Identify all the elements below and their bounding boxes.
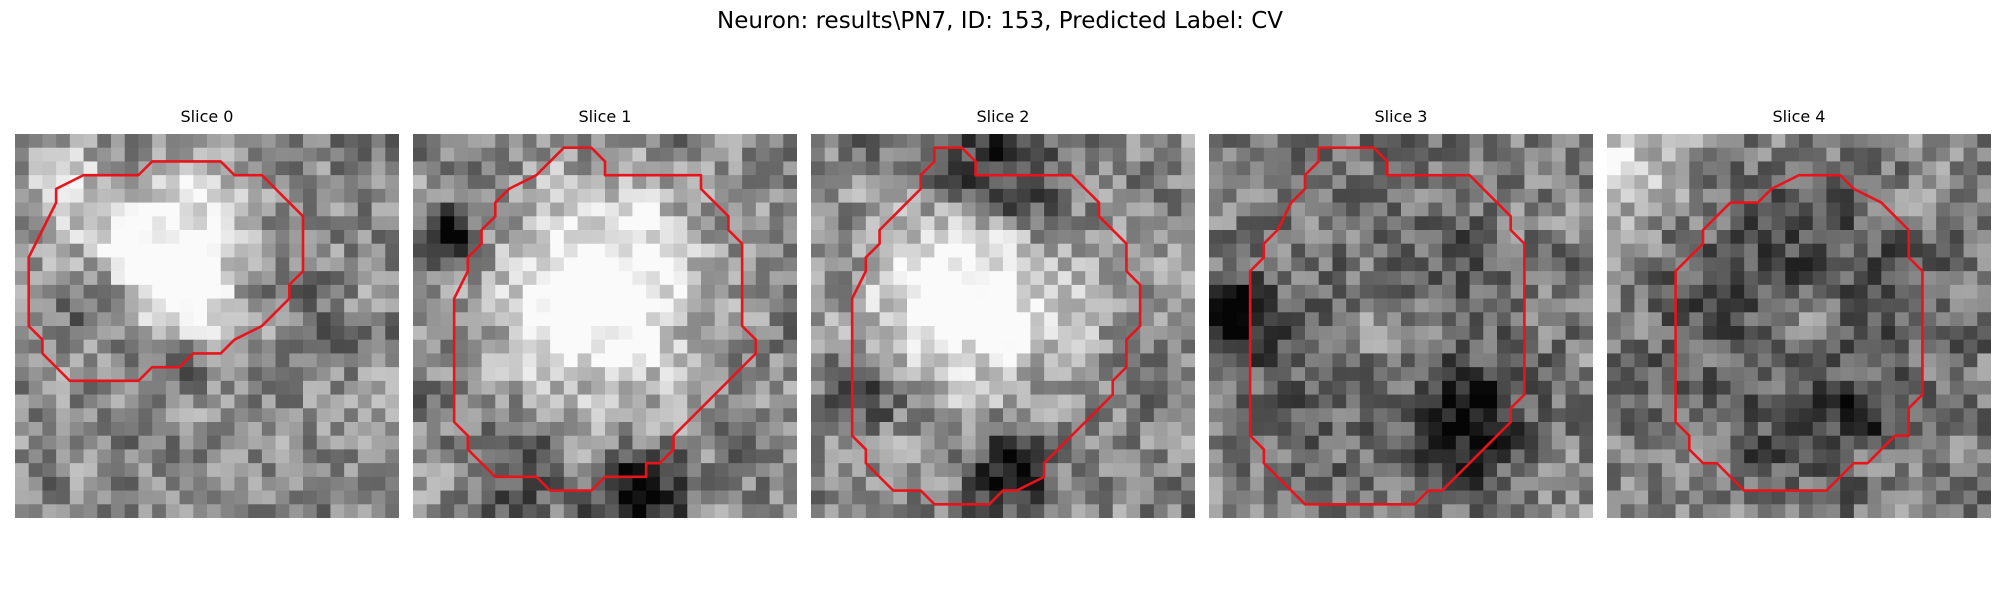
slice-panel-3: Slice 3 (1209, 106, 1593, 518)
slice-image-4 (1607, 134, 1991, 518)
pixel-grid (413, 134, 797, 518)
cell-contour (27, 160, 305, 383)
slice-image-3 (1209, 134, 1593, 518)
cell-contour (1248, 146, 1526, 506)
slice-panel-1: Slice 1 (413, 106, 797, 518)
slice-panel-2: Slice 2 (811, 106, 1195, 518)
slice-title-4: Slice 4 (1772, 107, 1826, 126)
pixel-grid (811, 134, 1195, 518)
slice-panel-4: Slice 4 (1607, 106, 1991, 518)
slice-image-2 (811, 134, 1195, 518)
cell-contour (452, 146, 758, 492)
figure-title: Neuron: results\PN7, ID: 153, Predicted … (717, 8, 1283, 34)
slice-panel-0: Slice 0 (15, 106, 399, 518)
slice-title-1: Slice 1 (578, 107, 632, 126)
pixel-grid (1607, 134, 1991, 518)
pixel-grid (1209, 134, 1593, 518)
slice-image-1 (413, 134, 797, 518)
slice-title-3: Slice 3 (1374, 107, 1428, 126)
slice-title-2: Slice 2 (976, 107, 1030, 126)
pixel-grid (15, 134, 399, 518)
cell-contour (1674, 173, 1924, 492)
cell-contour (850, 146, 1142, 506)
slice-image-0 (15, 134, 399, 518)
slice-title-0: Slice 0 (180, 107, 234, 126)
